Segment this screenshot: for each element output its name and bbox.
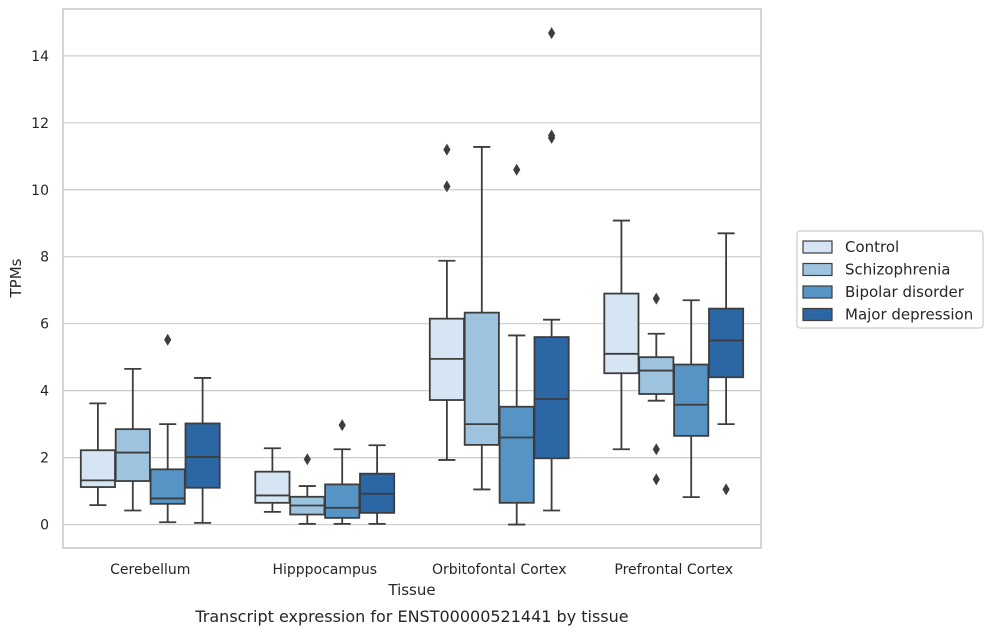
- legend-item: Bipolar disorder: [802, 283, 965, 301]
- y-tick-label: 10: [31, 183, 49, 199]
- y-tick-label: 4: [40, 384, 49, 400]
- box-body: [498, 405, 535, 504]
- y-axis-title: TPMs: [7, 258, 25, 298]
- legend-frame: [796, 230, 984, 329]
- legend-label: Bipolar disorder: [845, 283, 965, 301]
- legend-swatch: [802, 240, 833, 254]
- x-tick-label: Prefrontal Cortex: [614, 562, 733, 578]
- box-3-2: [673, 299, 710, 499]
- y-tick-label: 8: [40, 250, 49, 266]
- box-body: [533, 336, 570, 460]
- box-body: [324, 483, 361, 519]
- box-1-0: [254, 447, 291, 513]
- boxes-layer: [79, 27, 745, 526]
- outlier-point: [164, 333, 172, 346]
- box-0-3: [184, 377, 221, 524]
- grid-lines: [63, 55, 761, 526]
- y-tick-label: 12: [31, 116, 49, 132]
- box-2-0: [428, 143, 465, 461]
- legend-item: Major depression: [802, 306, 973, 324]
- x-tick-label: Cerebellum: [110, 562, 190, 578]
- plot-frame: [62, 8, 762, 549]
- outlier-point: [443, 143, 451, 156]
- x-tick-label: Orbitofontal Cortex: [432, 562, 567, 578]
- box-body: [708, 307, 745, 379]
- box-0-2: [149, 333, 186, 524]
- outlier-point: [443, 180, 451, 193]
- box-3-0: [603, 219, 640, 451]
- box-1-1: [289, 453, 326, 525]
- legend-swatch: [802, 307, 833, 322]
- y-tick-label: 6: [40, 317, 49, 333]
- y-tick-label: 14: [31, 49, 49, 65]
- box-body: [114, 428, 151, 482]
- outlier-point: [722, 483, 730, 496]
- y-tick-labels: 0 2 4 6 8 10 12 14: [31, 49, 49, 534]
- box-body: [254, 470, 291, 504]
- x-tick-label: Hipppocampus: [272, 562, 377, 578]
- outlier-point: [652, 473, 660, 486]
- chart-caption: Transcript expression for ENST0000052144…: [194, 607, 628, 626]
- outlier-point: [548, 27, 556, 40]
- legend-item: Control: [802, 238, 899, 256]
- y-tick-label: 2: [40, 451, 49, 467]
- outlier-point: [338, 419, 346, 432]
- legend-label: Schizophrenia: [845, 261, 950, 279]
- box-2-2: [498, 163, 535, 526]
- box-1-2: [324, 419, 361, 525]
- box-body: [79, 449, 116, 488]
- legend-label: Control: [845, 238, 899, 256]
- x-tick-labels: Cerebellum Hipppocampus Orbitofontal Corte…: [110, 562, 733, 578]
- legend-swatch: [802, 262, 833, 277]
- box-body: [184, 422, 221, 489]
- legend: Control Schizophrenia Bipolar disorder Majo…: [796, 230, 984, 329]
- outlier-point: [548, 129, 556, 142]
- box-0-1: [114, 367, 151, 512]
- box-2-1: [463, 146, 500, 491]
- outlier-point: [513, 163, 521, 176]
- outlier-point: [652, 443, 660, 456]
- box-body: [673, 363, 710, 437]
- outlier-point: [652, 292, 660, 305]
- box-2-3: [533, 27, 570, 512]
- box-body: [638, 356, 675, 395]
- legend-swatch: [802, 285, 833, 299]
- box-body: [603, 292, 640, 375]
- outlier-point: [303, 453, 311, 466]
- x-axis-title: Tissue: [387, 581, 435, 599]
- legend-label: Major depression: [845, 306, 973, 324]
- legend-item: Schizophrenia: [802, 261, 950, 279]
- y-tick-label: 0: [40, 518, 49, 534]
- box-0-0: [79, 402, 116, 507]
- box-3-3: [708, 232, 745, 496]
- box-body: [463, 311, 500, 446]
- box-1-3: [359, 444, 396, 525]
